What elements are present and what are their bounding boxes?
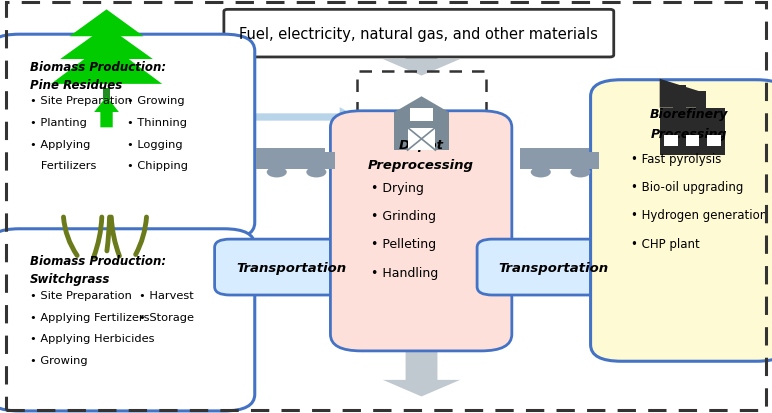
Text: • Storage: • Storage	[139, 312, 194, 322]
FancyArrow shape	[227, 108, 357, 128]
FancyArrow shape	[215, 118, 240, 252]
FancyBboxPatch shape	[330, 112, 512, 351]
FancyArrow shape	[225, 245, 229, 259]
Text: • Growing: • Growing	[30, 355, 88, 365]
Text: • Bio-oil upgrading: • Bio-oil upgrading	[631, 181, 743, 194]
Text: • Drying: • Drying	[371, 182, 423, 195]
Text: Fuel, electricity, natural gas, and other materials: Fuel, electricity, natural gas, and othe…	[239, 26, 598, 42]
Text: • Site Preparation: • Site Preparation	[30, 96, 132, 106]
Text: • Applying Fertilizers: • Applying Fertilizers	[30, 312, 150, 322]
Text: Biomass Production:: Biomass Production:	[30, 255, 166, 268]
Bar	[664, 136, 678, 147]
FancyArrow shape	[225, 111, 229, 124]
FancyBboxPatch shape	[591, 81, 772, 361]
Bar	[394, 113, 449, 151]
Bar	[696, 92, 706, 113]
Text: • Site Preparation: • Site Preparation	[30, 290, 132, 300]
Bar	[357, 72, 486, 345]
FancyBboxPatch shape	[0, 35, 255, 240]
Circle shape	[306, 167, 327, 178]
Polygon shape	[51, 43, 162, 85]
Bar	[410, 109, 433, 121]
Bar	[408, 128, 435, 151]
FancyArrow shape	[476, 164, 493, 183]
Text: • Handling: • Handling	[371, 266, 438, 279]
Bar	[568, 153, 599, 169]
Text: Pine Residues: Pine Residues	[30, 78, 122, 91]
Text: • Applying: • Applying	[30, 139, 90, 149]
Polygon shape	[659, 79, 699, 108]
Bar	[520, 149, 589, 169]
Text: • Logging: • Logging	[127, 139, 183, 149]
Text: • Grinding: • Grinding	[371, 210, 435, 223]
Polygon shape	[60, 27, 153, 60]
FancyBboxPatch shape	[215, 240, 367, 295]
Text: • Growing: • Growing	[127, 96, 185, 106]
FancyBboxPatch shape	[224, 10, 614, 58]
FancyArrow shape	[383, 56, 460, 76]
Text: Depot: Depot	[398, 138, 444, 151]
Polygon shape	[394, 97, 449, 113]
Text: Biorefinery: Biorefinery	[650, 107, 728, 120]
Text: Preprocessing: Preprocessing	[368, 159, 474, 172]
Circle shape	[531, 167, 551, 178]
Circle shape	[571, 167, 591, 178]
FancyArrow shape	[103, 89, 110, 101]
Text: • Harvest: • Harvest	[139, 290, 194, 300]
Text: • Hydrogen generation: • Hydrogen generation	[631, 209, 767, 222]
Bar	[686, 136, 699, 147]
FancyBboxPatch shape	[0, 229, 255, 411]
Text: Transportation: Transportation	[236, 261, 346, 274]
FancyArrow shape	[604, 164, 621, 183]
Bar	[707, 136, 721, 147]
Circle shape	[267, 167, 287, 178]
Text: • CHP plant: • CHP plant	[631, 237, 699, 250]
FancyBboxPatch shape	[477, 240, 630, 295]
Text: • Planting: • Planting	[30, 118, 87, 128]
Polygon shape	[69, 10, 144, 37]
FancyArrow shape	[94, 97, 119, 128]
Text: Processing: Processing	[651, 128, 727, 141]
Text: Biomass Production:: Biomass Production:	[30, 61, 166, 74]
Text: • Pelleting: • Pelleting	[371, 238, 435, 251]
Bar	[673, 86, 686, 113]
Text: Fertilizers: Fertilizers	[30, 161, 96, 171]
FancyArrow shape	[340, 164, 357, 183]
Text: Transportation: Transportation	[499, 261, 608, 274]
FancyArrow shape	[383, 341, 460, 396]
Text: • Thinning: • Thinning	[127, 118, 188, 128]
Bar	[304, 153, 335, 169]
Text: • Applying Herbicides: • Applying Herbicides	[30, 333, 154, 343]
Text: • Chipping: • Chipping	[127, 161, 188, 171]
Text: • Fast pyrolysis: • Fast pyrolysis	[631, 153, 721, 166]
FancyArrow shape	[758, 164, 772, 183]
Bar	[659, 108, 726, 156]
Text: Switchgrass: Switchgrass	[30, 273, 110, 285]
Bar	[256, 149, 325, 169]
